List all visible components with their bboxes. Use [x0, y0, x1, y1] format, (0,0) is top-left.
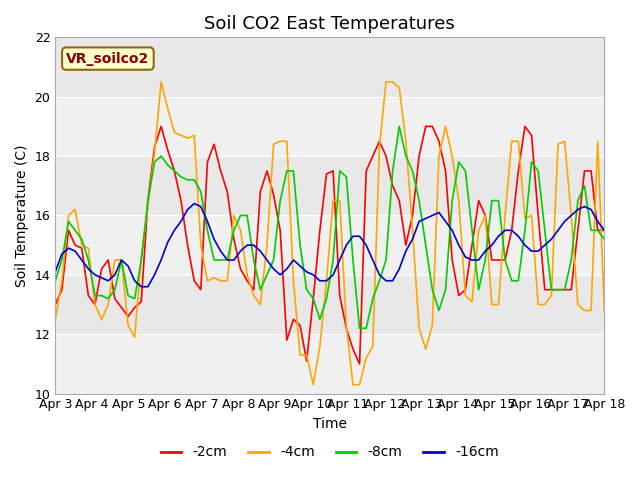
Bar	[55, 96, 604, 156]
Legend: -2cm, -4cm, -8cm, -16cm: -2cm, -4cm, -8cm, -16cm	[155, 440, 504, 465]
Y-axis label: Soil Temperature (C): Soil Temperature (C)	[15, 144, 29, 287]
X-axis label: Time: Time	[313, 417, 347, 431]
Title: Soil CO2 East Temperatures: Soil CO2 East Temperatures	[204, 15, 455, 33]
Bar	[55, 334, 604, 394]
Text: VR_soilco2: VR_soilco2	[67, 51, 150, 66]
Bar	[55, 216, 604, 275]
